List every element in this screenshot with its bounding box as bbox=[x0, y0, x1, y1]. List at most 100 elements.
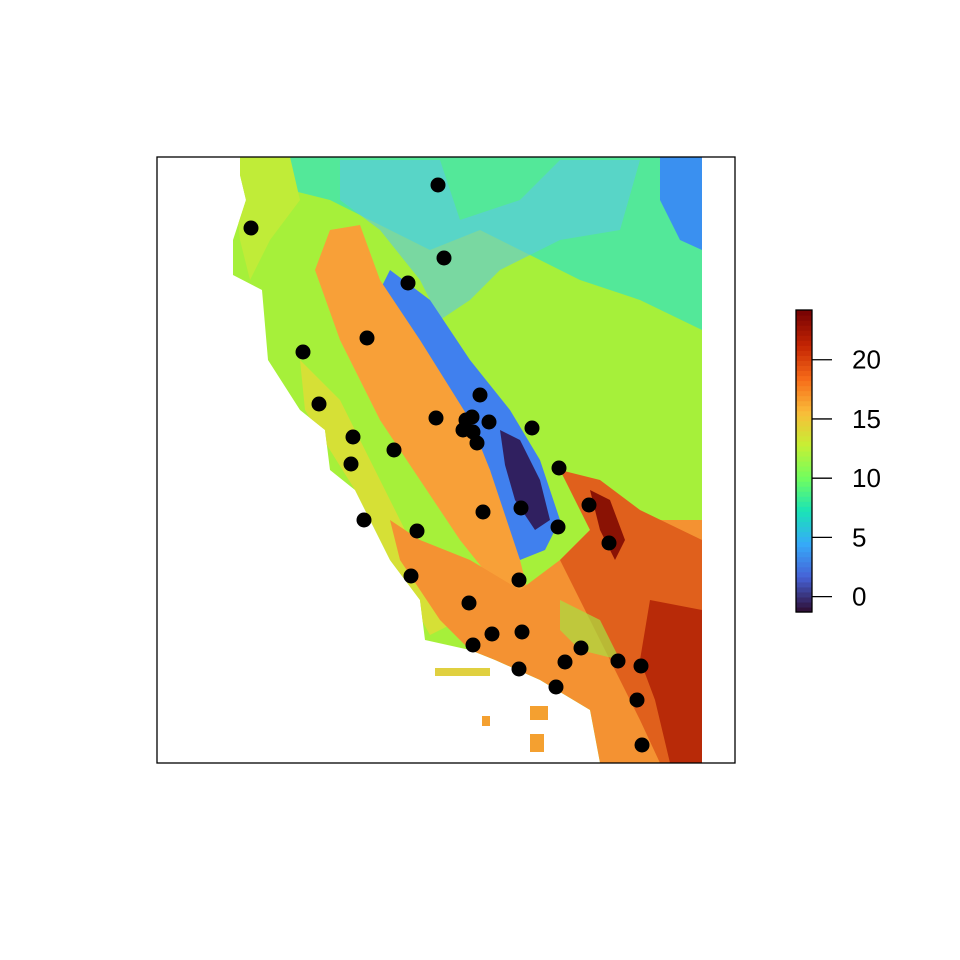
legend-color-cell bbox=[796, 526, 812, 533]
station-point bbox=[511, 572, 527, 588]
legend-frame bbox=[795, 309, 813, 613]
station-point bbox=[551, 460, 567, 476]
legend-color-cell bbox=[796, 506, 812, 512]
station-point bbox=[428, 410, 444, 426]
station-point bbox=[634, 737, 650, 753]
legend-color-cell bbox=[796, 606, 812, 613]
legend-color-cell bbox=[796, 430, 812, 437]
legend-color-cell bbox=[796, 471, 812, 477]
legend-color-cell bbox=[796, 466, 812, 472]
legend-tick-label: 20 bbox=[852, 345, 881, 375]
legend-color-cell bbox=[796, 310, 812, 316]
station-point bbox=[430, 177, 446, 193]
legend-tick-label: 15 bbox=[852, 404, 881, 434]
legend-color-cell bbox=[796, 581, 812, 588]
station-point bbox=[400, 275, 416, 291]
legend-color-cell bbox=[796, 586, 812, 593]
legend-color-cell bbox=[796, 521, 812, 528]
legend-color-cell bbox=[796, 395, 812, 402]
legend-color-cell bbox=[796, 345, 812, 351]
station-point bbox=[295, 344, 311, 360]
station-point bbox=[345, 429, 361, 445]
legend-color-cell bbox=[796, 450, 812, 457]
legend-color-cell bbox=[796, 410, 812, 417]
station-point bbox=[472, 387, 488, 403]
legend-color-cell bbox=[796, 380, 812, 387]
station-point bbox=[514, 624, 530, 640]
temperature-raster bbox=[233, 157, 702, 763]
legend-color-cell bbox=[796, 476, 812, 482]
legend-color-cell bbox=[796, 370, 812, 377]
legend-color-cell bbox=[796, 551, 812, 558]
color-legend: 0 5 10 15 20 bbox=[795, 309, 881, 613]
legend-color-cell bbox=[796, 496, 812, 502]
legend-color-cell bbox=[796, 561, 812, 568]
station-point bbox=[311, 396, 327, 412]
legend-color-cell bbox=[796, 440, 812, 447]
station-point bbox=[465, 637, 481, 653]
legend-color-cell bbox=[796, 481, 812, 487]
legend-color-cell bbox=[796, 415, 812, 422]
station-point bbox=[243, 220, 259, 236]
station-point bbox=[548, 679, 564, 695]
legend-ticks: 0 5 10 15 20 bbox=[812, 345, 881, 612]
legend-colorbar bbox=[796, 310, 812, 613]
legend-color-cell bbox=[796, 365, 812, 371]
legend-tick-label: 0 bbox=[852, 582, 866, 612]
legend-color-cell bbox=[796, 360, 812, 366]
legend-color-cell bbox=[796, 350, 812, 356]
legend-color-cell bbox=[796, 335, 812, 341]
station-point bbox=[581, 497, 597, 513]
legend-color-cell bbox=[796, 325, 812, 331]
legend-color-cell bbox=[796, 375, 812, 382]
station-point bbox=[436, 250, 452, 266]
station-point bbox=[461, 595, 477, 611]
station-point bbox=[633, 658, 649, 674]
legend-tick-label: 5 bbox=[852, 522, 866, 552]
station-point bbox=[629, 692, 645, 708]
legend-color-cell bbox=[796, 355, 812, 361]
station-point bbox=[343, 456, 359, 472]
station-point bbox=[469, 435, 485, 451]
legend-color-cell bbox=[796, 591, 812, 598]
legend-color-cell bbox=[796, 556, 812, 563]
legend-color-cell bbox=[796, 596, 812, 603]
station-point bbox=[481, 414, 497, 430]
legend-color-cell bbox=[796, 491, 812, 497]
legend-color-cell bbox=[796, 571, 812, 578]
legend-color-cell bbox=[796, 455, 812, 462]
legend-color-cell bbox=[796, 541, 812, 548]
station-point bbox=[359, 330, 375, 346]
legend-color-cell bbox=[796, 330, 812, 336]
station-point bbox=[475, 504, 491, 520]
station-point bbox=[511, 661, 527, 677]
station-point bbox=[610, 653, 626, 669]
plot-frame bbox=[156, 156, 736, 764]
station-point bbox=[409, 523, 425, 539]
legend-color-cell bbox=[796, 566, 812, 573]
legend-color-cell bbox=[796, 601, 812, 608]
legend-color-cell bbox=[796, 511, 812, 517]
legend-color-cell bbox=[796, 420, 812, 427]
legend-color-cell bbox=[796, 385, 812, 392]
legend-color-cell bbox=[796, 390, 812, 397]
legend-color-cell bbox=[796, 405, 812, 412]
station-point bbox=[513, 500, 529, 516]
station-point bbox=[484, 626, 500, 642]
station-point bbox=[403, 568, 419, 584]
station-point bbox=[524, 420, 540, 436]
station-point bbox=[601, 535, 617, 551]
legend-color-cell bbox=[796, 501, 812, 507]
station-point bbox=[386, 442, 402, 458]
station-points bbox=[243, 177, 650, 753]
station-point bbox=[356, 512, 372, 528]
legend-color-cell bbox=[796, 315, 812, 321]
legend-color-cell bbox=[796, 536, 812, 543]
legend-color-cell bbox=[796, 400, 812, 407]
station-point bbox=[557, 654, 573, 670]
legend-color-cell bbox=[796, 425, 812, 432]
station-point bbox=[573, 640, 589, 656]
legend-color-cell bbox=[796, 461, 812, 467]
